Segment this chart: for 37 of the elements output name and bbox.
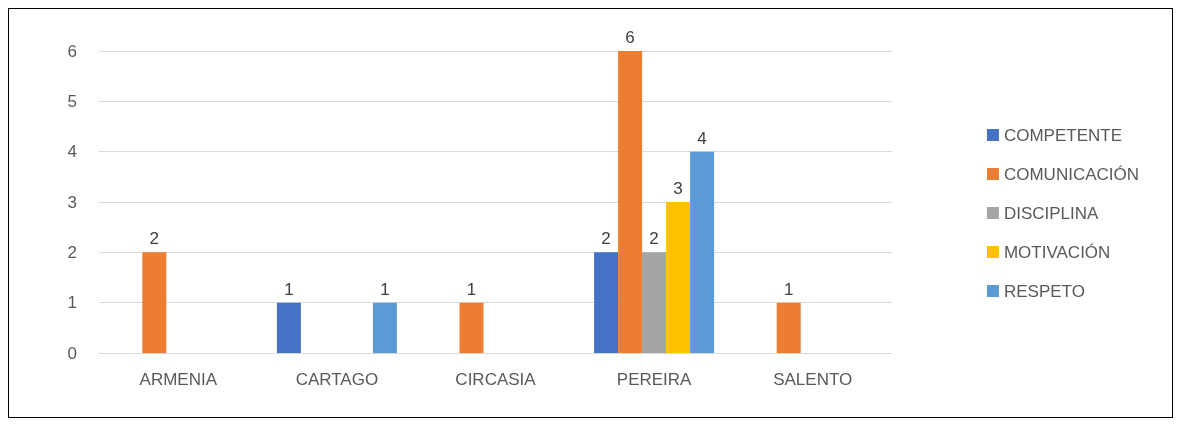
- y-tick-label: 4: [67, 142, 77, 162]
- data-label: 1: [284, 279, 294, 299]
- bar: [142, 252, 167, 353]
- legend-label: RESPETO: [1003, 281, 1085, 301]
- data-label: 1: [466, 279, 477, 299]
- bar: [594, 252, 619, 353]
- data-label: 6: [625, 28, 635, 47]
- legend-label: COMUNICACIÓN: [1003, 164, 1140, 184]
- bar: [690, 151, 715, 353]
- x-tick-label: PEREIRA: [616, 370, 693, 389]
- bar: [776, 302, 801, 353]
- data-label: 2: [149, 229, 160, 249]
- bar: [618, 51, 643, 353]
- y-tick-label: 6: [67, 41, 77, 61]
- data-label: 1: [783, 279, 794, 299]
- y-tick-label: 2: [67, 242, 77, 262]
- legend-label: MOTIVACIÓN: [1003, 242, 1111, 262]
- x-tick-label: CIRCASIA: [455, 370, 537, 389]
- y-tick-label: 5: [67, 91, 77, 111]
- legend-label: COMPETENTE: [1003, 125, 1123, 145]
- data-label: 3: [673, 179, 683, 198]
- x-tick-label: ARMENIA: [139, 370, 218, 389]
- legend-label: DISCIPLINA: [1003, 203, 1100, 223]
- bar: [372, 302, 397, 353]
- y-tick-label: 0: [67, 343, 77, 363]
- data-label: 4: [697, 128, 707, 148]
- bar: [459, 302, 484, 353]
- bar: [642, 252, 667, 353]
- data-label: 1: [380, 279, 390, 299]
- x-tick-label: SALENTO: [773, 370, 853, 389]
- y-tick-label: 3: [67, 192, 77, 212]
- x-tick-label: CARTAGO: [295, 370, 379, 389]
- y-tick-label: 1: [67, 293, 77, 313]
- data-label: 2: [601, 229, 611, 249]
- bar: [666, 202, 691, 353]
- bar: [276, 302, 301, 353]
- data-label: 2: [649, 229, 659, 249]
